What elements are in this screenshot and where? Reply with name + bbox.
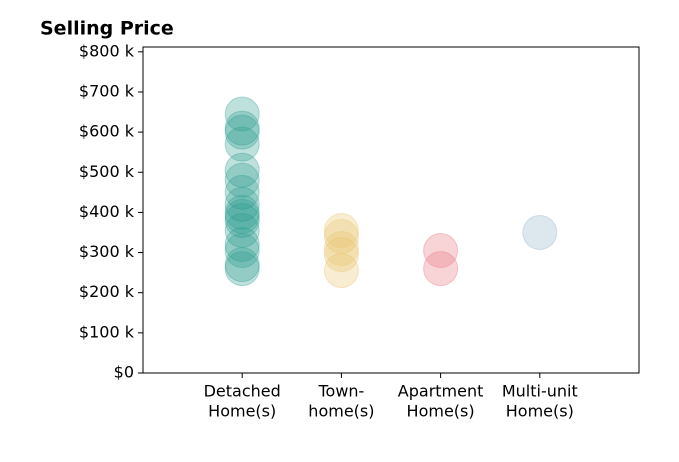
dot	[323, 253, 359, 289]
y-tick-label: $500 k	[79, 162, 135, 181]
dot	[224, 247, 260, 283]
dot	[522, 214, 558, 250]
dot	[224, 162, 260, 198]
dot	[224, 110, 260, 146]
dot	[323, 231, 359, 267]
dot	[224, 212, 260, 248]
dot	[224, 174, 260, 210]
x-tick-label: Home(s)	[506, 402, 574, 421]
dot	[323, 218, 359, 254]
y-tick-label: $700 k	[79, 81, 135, 100]
dot	[323, 212, 359, 248]
x-tick-label: Home(s)	[208, 402, 276, 421]
x-tick-label: Town-	[317, 382, 364, 401]
y-tick-label: $400 k	[79, 202, 135, 221]
y-tick-label: $600 k	[79, 122, 135, 141]
y-tick-label: $100 k	[79, 322, 135, 341]
dot	[224, 198, 260, 234]
chart-title: Selling Price	[40, 18, 174, 40]
dot	[224, 227, 260, 263]
x-tick-label: Detached	[204, 382, 281, 401]
y-tick-label: $300 k	[79, 242, 135, 261]
dot	[224, 96, 260, 132]
plot-frame	[142, 46, 640, 374]
x-tick-label: Home(s)	[407, 402, 475, 421]
dot	[224, 114, 260, 150]
x-tick-label: Apartment	[398, 382, 484, 401]
x-tick-label: home(s)	[308, 402, 374, 421]
dot	[224, 126, 260, 162]
dot	[224, 251, 260, 287]
y-tick-label: $200 k	[79, 282, 135, 301]
x-tick-label: Multi-unit	[502, 382, 578, 401]
y-tick-label: $800 k	[79, 41, 135, 60]
dot	[224, 186, 260, 222]
dot	[224, 152, 260, 188]
dot	[323, 237, 359, 273]
dot	[423, 233, 459, 269]
dot	[224, 202, 260, 238]
dot	[224, 194, 260, 230]
y-tick-label: $0	[114, 363, 134, 382]
dot	[423, 251, 459, 287]
dot	[224, 233, 260, 269]
